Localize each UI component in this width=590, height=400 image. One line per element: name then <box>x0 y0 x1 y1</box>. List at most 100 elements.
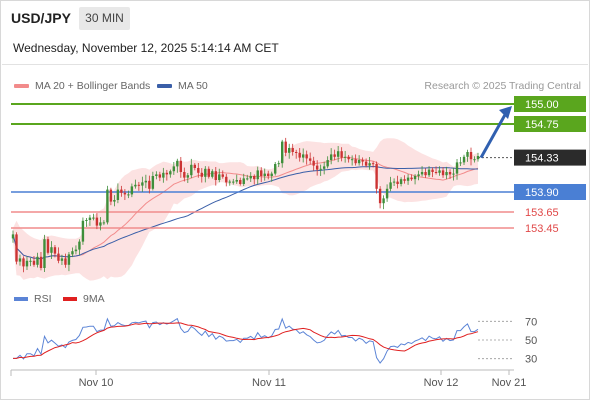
candle-body <box>431 169 434 172</box>
candle-body <box>155 174 158 176</box>
candle-body <box>392 181 396 183</box>
time-axis-label: Nov 21 <box>492 377 527 389</box>
candle-body <box>165 172 169 175</box>
research-credit: Research © 2025 Trading Central <box>424 80 581 92</box>
candle-body <box>427 169 431 176</box>
legend-rsi-ma: 9MA <box>63 293 105 305</box>
candle-body <box>109 189 113 202</box>
candle-body <box>294 152 298 153</box>
candle-body <box>11 234 15 239</box>
candle-body <box>214 171 217 180</box>
resistance-label-box <box>514 96 586 112</box>
candle-body <box>274 164 277 174</box>
candle-body <box>361 160 364 162</box>
candle-body <box>357 160 361 164</box>
time-axis-label: Nov 12 <box>424 377 459 389</box>
candle-body <box>102 222 106 224</box>
candle-body <box>190 164 193 176</box>
candle-body <box>186 175 190 178</box>
candle-body <box>207 168 210 177</box>
candle-body <box>469 152 473 160</box>
candle-body <box>312 160 315 166</box>
candle-body <box>211 171 214 177</box>
resistance-label-box <box>514 116 586 132</box>
candle-body <box>74 249 78 252</box>
rsi-tick-label: 70 <box>525 316 537 328</box>
candle-body <box>116 189 120 200</box>
candle-body <box>448 172 452 175</box>
candle-body <box>134 184 137 187</box>
candle-body <box>246 178 249 180</box>
legend-rsi-label: RSI <box>34 293 52 305</box>
candle-body <box>434 172 438 173</box>
candle-body <box>473 159 476 161</box>
candle-body <box>249 176 252 179</box>
candle-body <box>162 172 165 178</box>
header-divider <box>2 64 588 65</box>
candle-body <box>197 168 200 173</box>
candle-body <box>137 184 141 186</box>
candle-body <box>22 258 25 267</box>
candle-body <box>127 194 130 196</box>
rsi-ma-line <box>13 322 479 359</box>
candle-body <box>354 159 357 164</box>
legend-rsi-ma-label: 9MA <box>83 293 105 305</box>
candle-body <box>50 247 53 253</box>
candle-body <box>476 156 480 160</box>
candle-body <box>39 256 43 268</box>
candle-body <box>382 198 385 204</box>
candle-body <box>123 192 127 195</box>
target-arrow-head <box>499 106 512 119</box>
candle-body <box>67 254 71 265</box>
candle-body <box>291 148 294 152</box>
timeframe-badge[interactable]: 30 MIN <box>79 7 130 30</box>
candle-body <box>420 172 424 175</box>
candle-body <box>396 181 399 184</box>
candle-body <box>281 141 284 164</box>
rsi-line <box>13 317 479 364</box>
candle-body <box>329 154 333 160</box>
ma50-line <box>12 165 478 260</box>
candle-body <box>301 154 305 158</box>
resistance-label: 154.75 <box>525 119 559 131</box>
candle-body <box>228 181 231 183</box>
candle-body <box>452 173 455 175</box>
rsi-ma-swatch <box>63 297 77 301</box>
candle-body <box>113 200 116 202</box>
candle-body <box>459 162 462 164</box>
candle-body <box>46 239 50 253</box>
candle-body <box>417 174 420 176</box>
candle-body <box>92 217 95 219</box>
last-price-label: 154.33 <box>525 153 559 165</box>
candle-body <box>263 173 266 176</box>
candle-body <box>347 156 350 160</box>
legend-ma50: MA 50 <box>157 80 208 92</box>
candle-body <box>71 251 74 255</box>
candle-body <box>99 222 102 226</box>
time-axis-label: Nov 11 <box>252 377 286 389</box>
candle-body <box>441 170 445 176</box>
candle-body <box>225 176 228 183</box>
rsi-tick-label: 50 <box>525 335 537 347</box>
candle-body <box>81 220 85 242</box>
candle-body <box>288 148 291 153</box>
candle-body <box>298 152 301 158</box>
candle-body <box>385 188 389 199</box>
candle-body <box>340 151 343 158</box>
candle-body <box>267 173 270 176</box>
candle-body <box>36 256 39 265</box>
candle-body <box>336 151 340 157</box>
candle-body <box>200 172 203 177</box>
target-arrow-shaft <box>479 112 508 159</box>
candle-body <box>445 172 448 176</box>
candle-body <box>32 260 36 265</box>
support-label: 153.45 <box>525 223 559 235</box>
candle-body <box>277 163 280 165</box>
candle-body <box>333 154 336 157</box>
rsi-tick-label: 30 <box>525 354 537 366</box>
candle-body <box>375 164 378 189</box>
candle-body <box>78 241 81 250</box>
candle-body <box>88 217 92 220</box>
candle-body <box>29 260 32 262</box>
